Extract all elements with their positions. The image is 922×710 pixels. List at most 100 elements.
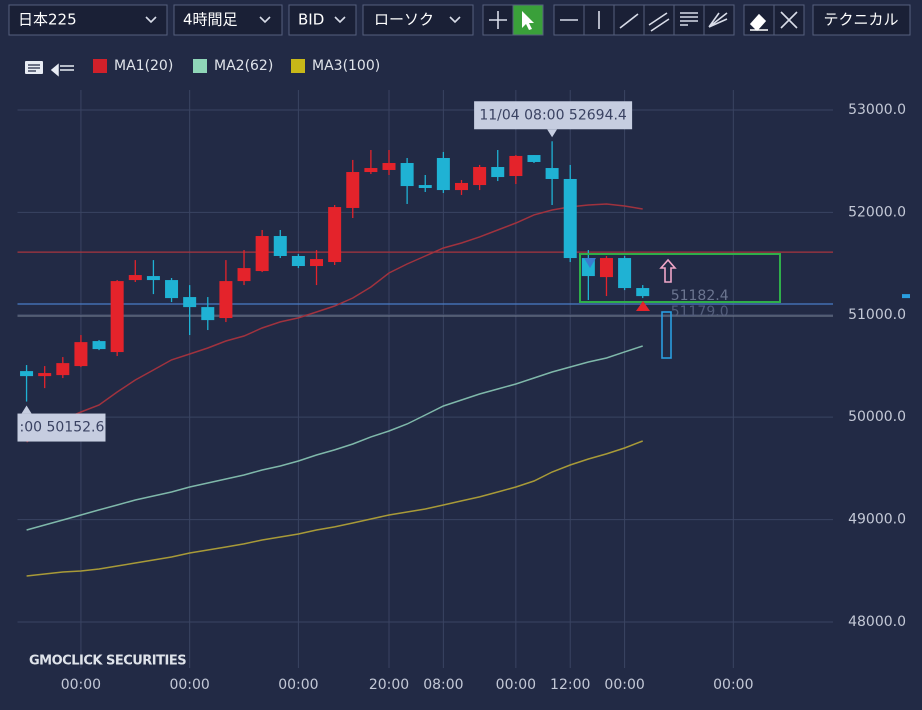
candle-body	[364, 168, 378, 173]
legend-label: MA1(20)	[114, 58, 173, 74]
candle-body	[219, 281, 233, 319]
candle-body	[527, 155, 541, 162]
y-tick-label: 51000.0	[848, 307, 906, 323]
candle-body	[418, 185, 432, 188]
candle-body	[183, 297, 197, 308]
plot-area: 48000.0 49000.0 50000.0 51000.0 52000.0 53000…	[17, 58, 910, 693]
candle-body	[599, 258, 613, 278]
chart-type-text: ローソク	[374, 11, 434, 29]
candle-body	[310, 259, 324, 267]
drawn-rectangle[interactable]	[579, 253, 781, 303]
x-tick-label: 00:00	[713, 677, 753, 693]
high-label: 11/04 08:00 52694.4	[479, 107, 627, 123]
x-tick-label: 00:00	[61, 677, 101, 693]
x-tick-label: 08:00	[423, 677, 463, 693]
candle-body	[146, 276, 160, 281]
candle-body	[454, 182, 468, 191]
technical-button[interactable]	[812, 4, 911, 36]
candle-body	[291, 255, 305, 267]
technical-text: テクニカル	[823, 11, 898, 29]
pointer-icon	[522, 11, 534, 30]
candle-body	[237, 268, 251, 282]
price-text: BID	[298, 11, 324, 29]
watermark: GMOCLICK SECURITIES	[29, 654, 186, 669]
low-pointer	[21, 405, 32, 414]
price-axis-marker	[902, 294, 910, 299]
symbol-select[interactable]	[8, 4, 168, 36]
candle-body	[346, 172, 360, 208]
high-label-box	[474, 101, 633, 130]
collapse-icon[interactable]	[50, 63, 74, 77]
high-pointer	[547, 129, 558, 138]
candle-body	[165, 280, 179, 299]
candle-body	[491, 167, 505, 178]
ma-line	[26, 345, 643, 531]
candle-body	[255, 236, 269, 272]
erase-all-icon	[780, 11, 798, 29]
candle-body	[20, 371, 34, 377]
candle-body	[545, 168, 559, 179]
chevron	[259, 16, 271, 24]
candle-body	[38, 373, 52, 377]
x-tick-label: 12:00	[550, 677, 590, 693]
chevron	[449, 16, 461, 24]
trendline-icon	[619, 13, 639, 29]
fibo-button[interactable]	[673, 4, 705, 36]
last-price-label: 51182.4	[671, 288, 729, 304]
comment-icon-lines	[28, 64, 40, 72]
candle-body	[110, 281, 124, 353]
candle-body	[201, 307, 215, 321]
channel-button[interactable]	[643, 4, 675, 36]
up-arrow-drawing[interactable]	[659, 258, 677, 283]
candle-body	[56, 363, 70, 376]
sell-signal	[584, 258, 596, 268]
candle-body	[382, 163, 396, 170]
hline-button[interactable]	[553, 4, 585, 36]
y-tick-label: 50000.0	[848, 409, 906, 425]
last-price-label: 51179.0	[671, 304, 729, 320]
toolbar: 日本225 4時間足 BID ローソク テクニカル	[8, 4, 911, 36]
x-tick-label: 00:00	[604, 677, 644, 693]
x-tick-label: 20:00	[369, 677, 409, 693]
candle-body	[128, 275, 142, 281]
candle-body	[436, 157, 450, 191]
period-text: 4時間足	[183, 11, 238, 29]
candle-body	[563, 178, 577, 259]
ma-line	[26, 203, 643, 443]
fan-icon	[708, 12, 728, 28]
candle-body	[618, 258, 632, 289]
y-tick-label: 49000.0	[848, 512, 906, 528]
legend-swatch	[193, 59, 207, 73]
chevron	[334, 16, 346, 24]
y-tick-label: 52000.0	[848, 204, 906, 220]
price-select[interactable]	[288, 4, 357, 36]
legend-swatch	[291, 59, 305, 73]
legend-label: MA2(62)	[214, 58, 273, 74]
low-label: :00 50152.6	[20, 420, 105, 436]
ma-line	[26, 440, 643, 577]
channel-icon	[648, 12, 670, 32]
candle-body	[509, 155, 523, 177]
y-tick-label: 53000.0	[848, 102, 906, 118]
low-label-box	[17, 413, 106, 442]
fibo-icon	[680, 12, 698, 26]
x-tick-label: 00:00	[278, 677, 318, 693]
chevron	[145, 16, 157, 24]
erase-icon	[749, 13, 768, 32]
y-tick-label: 48000.0	[848, 614, 906, 630]
candle-body	[473, 167, 487, 186]
candle-body	[328, 207, 342, 263]
candle-body	[636, 288, 650, 297]
x-tick-label: 00:00	[169, 677, 209, 693]
blue-box-drawing[interactable]	[661, 311, 672, 359]
candle-body	[92, 341, 106, 350]
crosshair-icon	[489, 11, 507, 29]
buy-signal	[636, 301, 650, 311]
chart-type-select[interactable]	[362, 4, 474, 36]
legend-swatch	[93, 59, 107, 73]
candle-body	[74, 342, 88, 367]
candle-body	[400, 163, 414, 187]
legend-label: MA3(100)	[312, 58, 380, 74]
symbol-text: 日本225	[18, 11, 77, 29]
